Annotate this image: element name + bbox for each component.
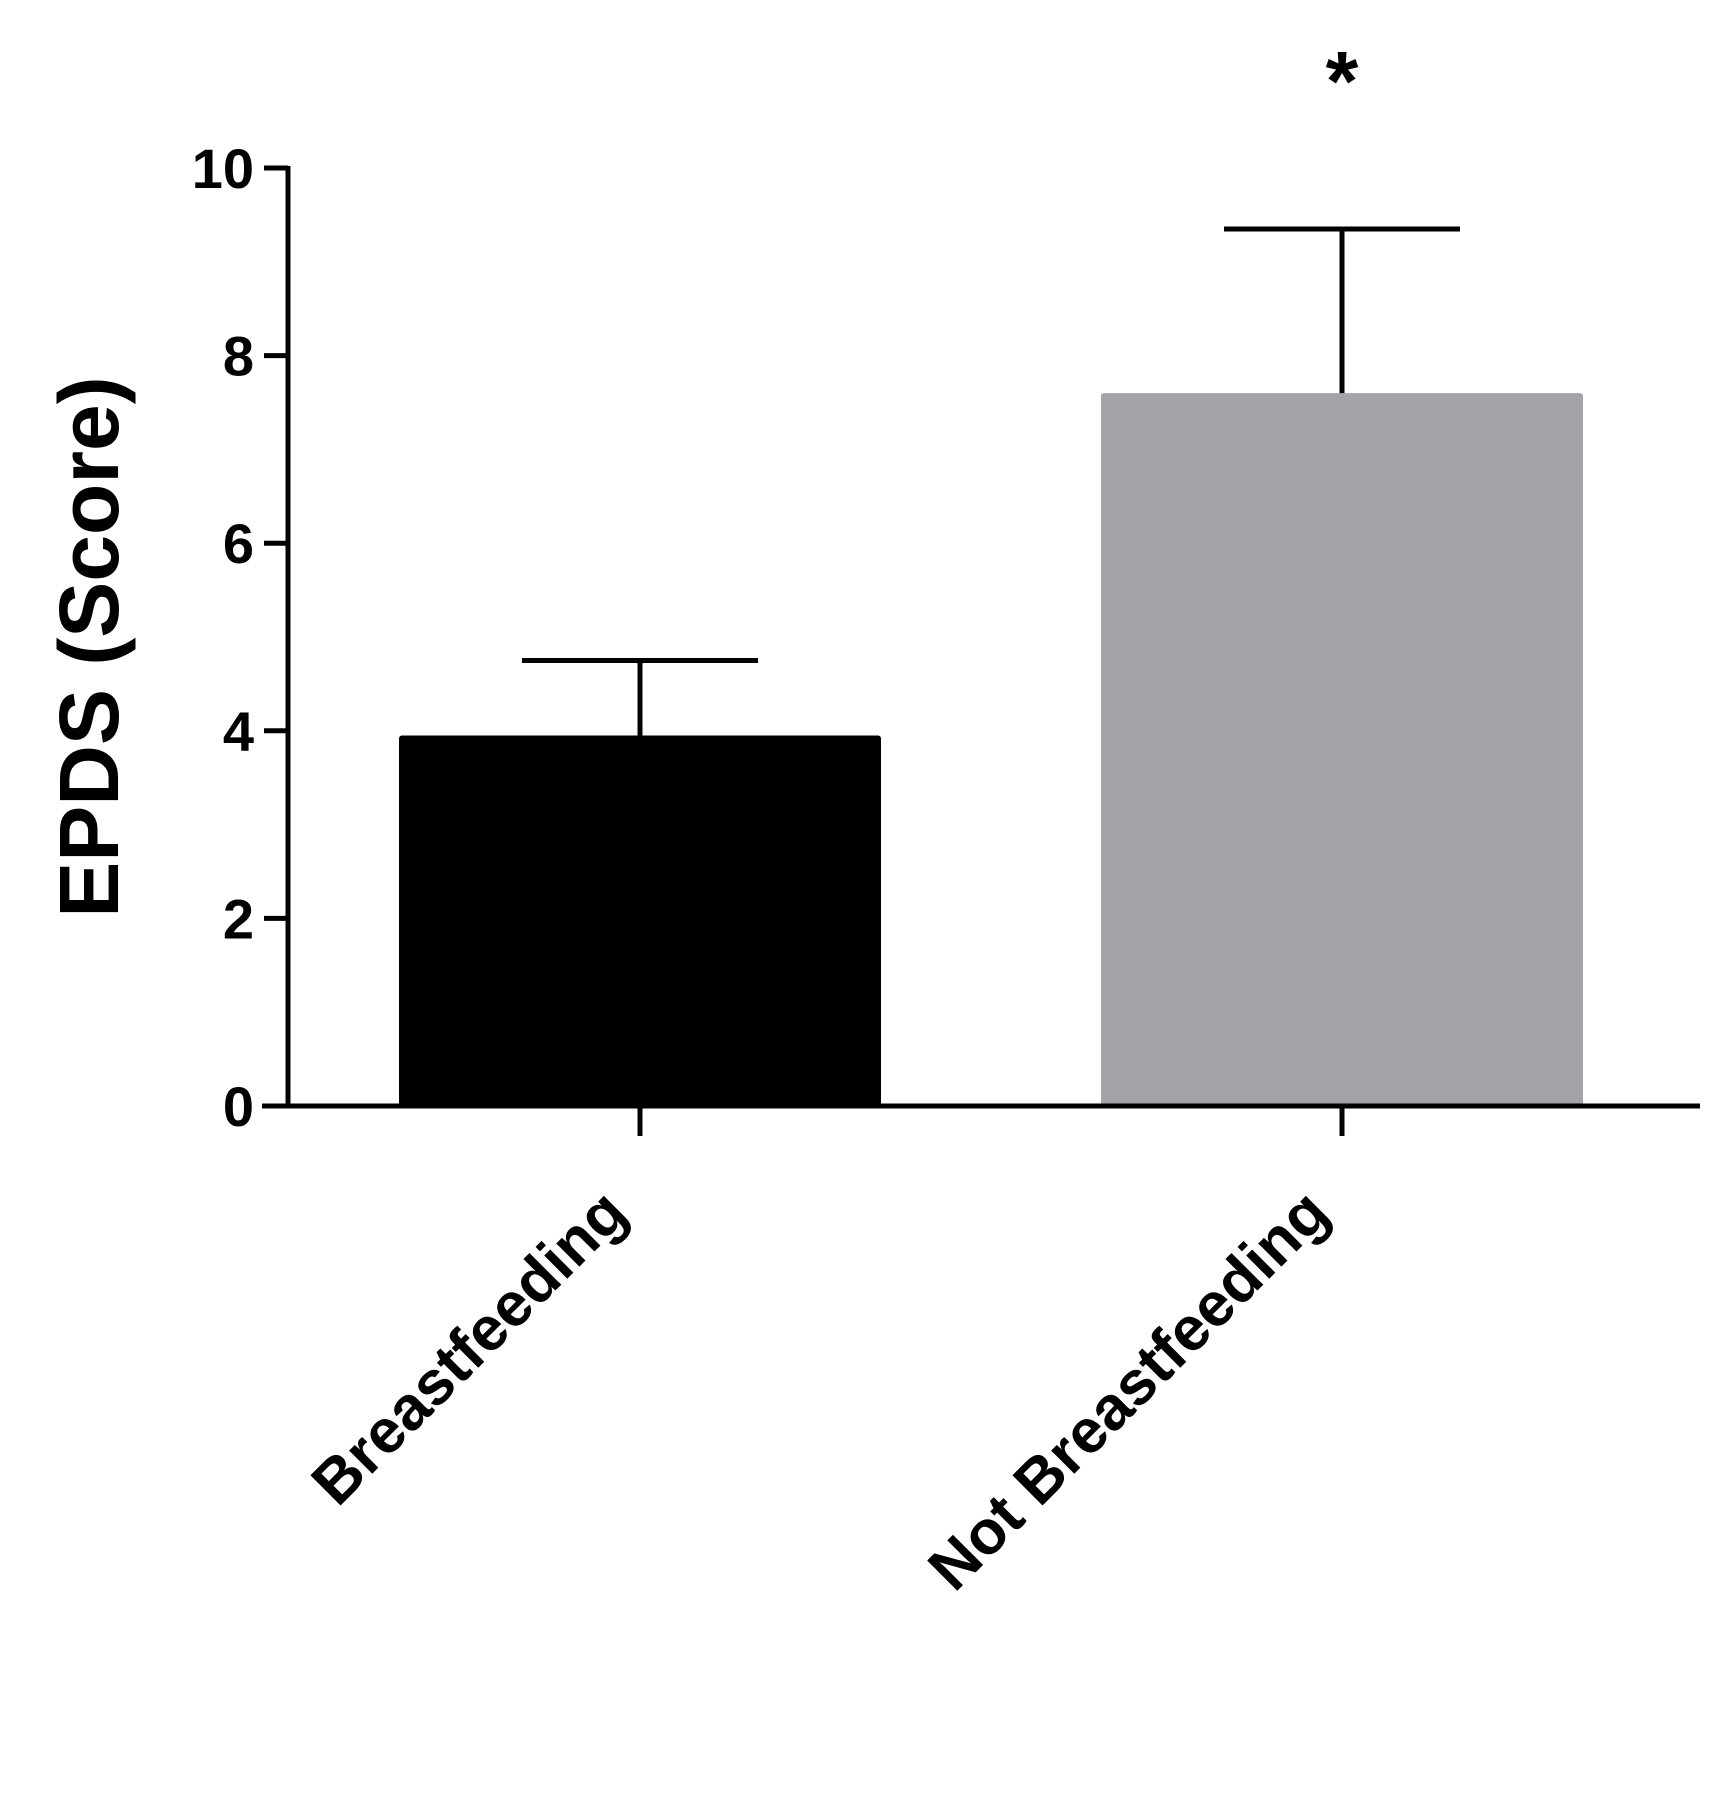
- bar-not-breastfeeding: [1101, 393, 1583, 1106]
- y-tick-label: 0: [223, 1075, 254, 1138]
- bars: [399, 393, 1583, 1106]
- y-tick-label: 8: [223, 325, 254, 388]
- significance-marker: *: [1326, 34, 1359, 128]
- x-category-label: Not Breastfeeding: [916, 1177, 1342, 1603]
- y-tick-label: 10: [192, 137, 254, 200]
- x-axis: Breastfeeding Not Breastfeeding: [262, 1103, 1700, 1603]
- y-tick-label: 2: [223, 887, 254, 950]
- y-tick-label: 4: [223, 700, 254, 763]
- error-bars: [522, 226, 1460, 736]
- y-tick-label: 6: [223, 512, 254, 575]
- y-axis-title: EPDS (Score): [42, 376, 136, 918]
- bar-breastfeeding: [399, 735, 881, 1106]
- x-category-label: Breastfeeding: [299, 1177, 640, 1518]
- y-axis: 0 2 4 6 8 10: [192, 137, 291, 1138]
